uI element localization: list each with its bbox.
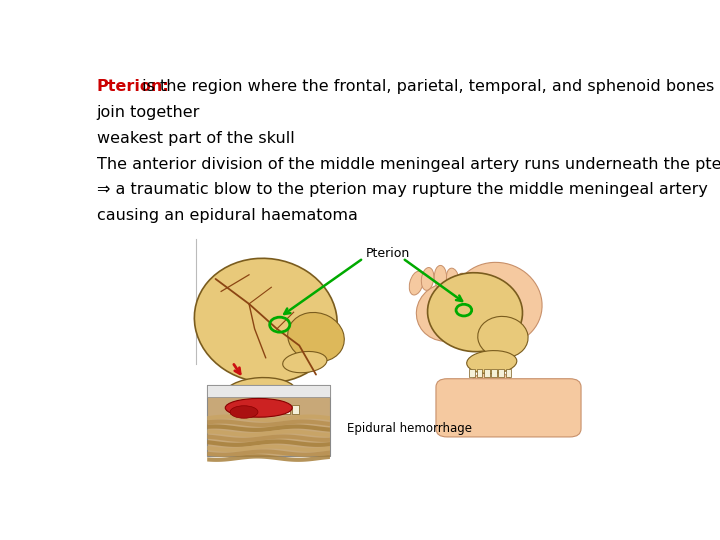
Bar <box>505 369 511 377</box>
Bar <box>477 369 482 377</box>
Bar <box>469 369 475 377</box>
Text: The anterior division of the middle meningeal artery runs underneath the pterion: The anterior division of the middle meni… <box>96 157 720 172</box>
Ellipse shape <box>409 271 423 295</box>
Bar <box>491 369 497 377</box>
Bar <box>292 405 299 414</box>
Text: Pterion:: Pterion: <box>96 79 169 94</box>
Bar <box>498 369 504 377</box>
FancyBboxPatch shape <box>207 385 330 456</box>
Bar <box>265 405 272 414</box>
Bar <box>484 369 490 377</box>
FancyBboxPatch shape <box>436 379 581 437</box>
Ellipse shape <box>458 273 470 293</box>
Ellipse shape <box>224 377 297 409</box>
Ellipse shape <box>467 350 517 374</box>
Ellipse shape <box>416 283 478 341</box>
Ellipse shape <box>421 267 434 291</box>
Text: weakest part of the skull: weakest part of the skull <box>96 131 294 146</box>
FancyBboxPatch shape <box>207 385 330 397</box>
Ellipse shape <box>453 262 542 346</box>
Bar <box>283 405 289 414</box>
Bar <box>238 405 245 414</box>
Text: causing an epidural haematoma: causing an epidural haematoma <box>96 208 358 223</box>
Ellipse shape <box>467 370 517 420</box>
Ellipse shape <box>446 268 459 290</box>
Ellipse shape <box>225 399 292 417</box>
Text: ⇒ a traumatic blow to the pterion may rupture the middle meningeal artery: ⇒ a traumatic blow to the pterion may ru… <box>96 183 708 198</box>
Text: is the region where the frontal, parietal, temporal, and sphenoid bones: is the region where the frontal, parieta… <box>138 79 715 94</box>
Ellipse shape <box>288 313 344 362</box>
Bar <box>274 405 281 414</box>
Text: join together: join together <box>96 105 200 120</box>
Bar <box>230 405 236 414</box>
Bar <box>248 405 254 414</box>
Bar <box>256 405 263 414</box>
Ellipse shape <box>478 316 528 358</box>
Ellipse shape <box>428 273 523 352</box>
Ellipse shape <box>230 406 258 418</box>
Ellipse shape <box>434 266 446 288</box>
Ellipse shape <box>283 352 327 373</box>
Text: Epidural hemorrhage: Epidural hemorrhage <box>347 422 472 435</box>
Ellipse shape <box>194 258 337 383</box>
Text: Pterion: Pterion <box>366 247 410 260</box>
